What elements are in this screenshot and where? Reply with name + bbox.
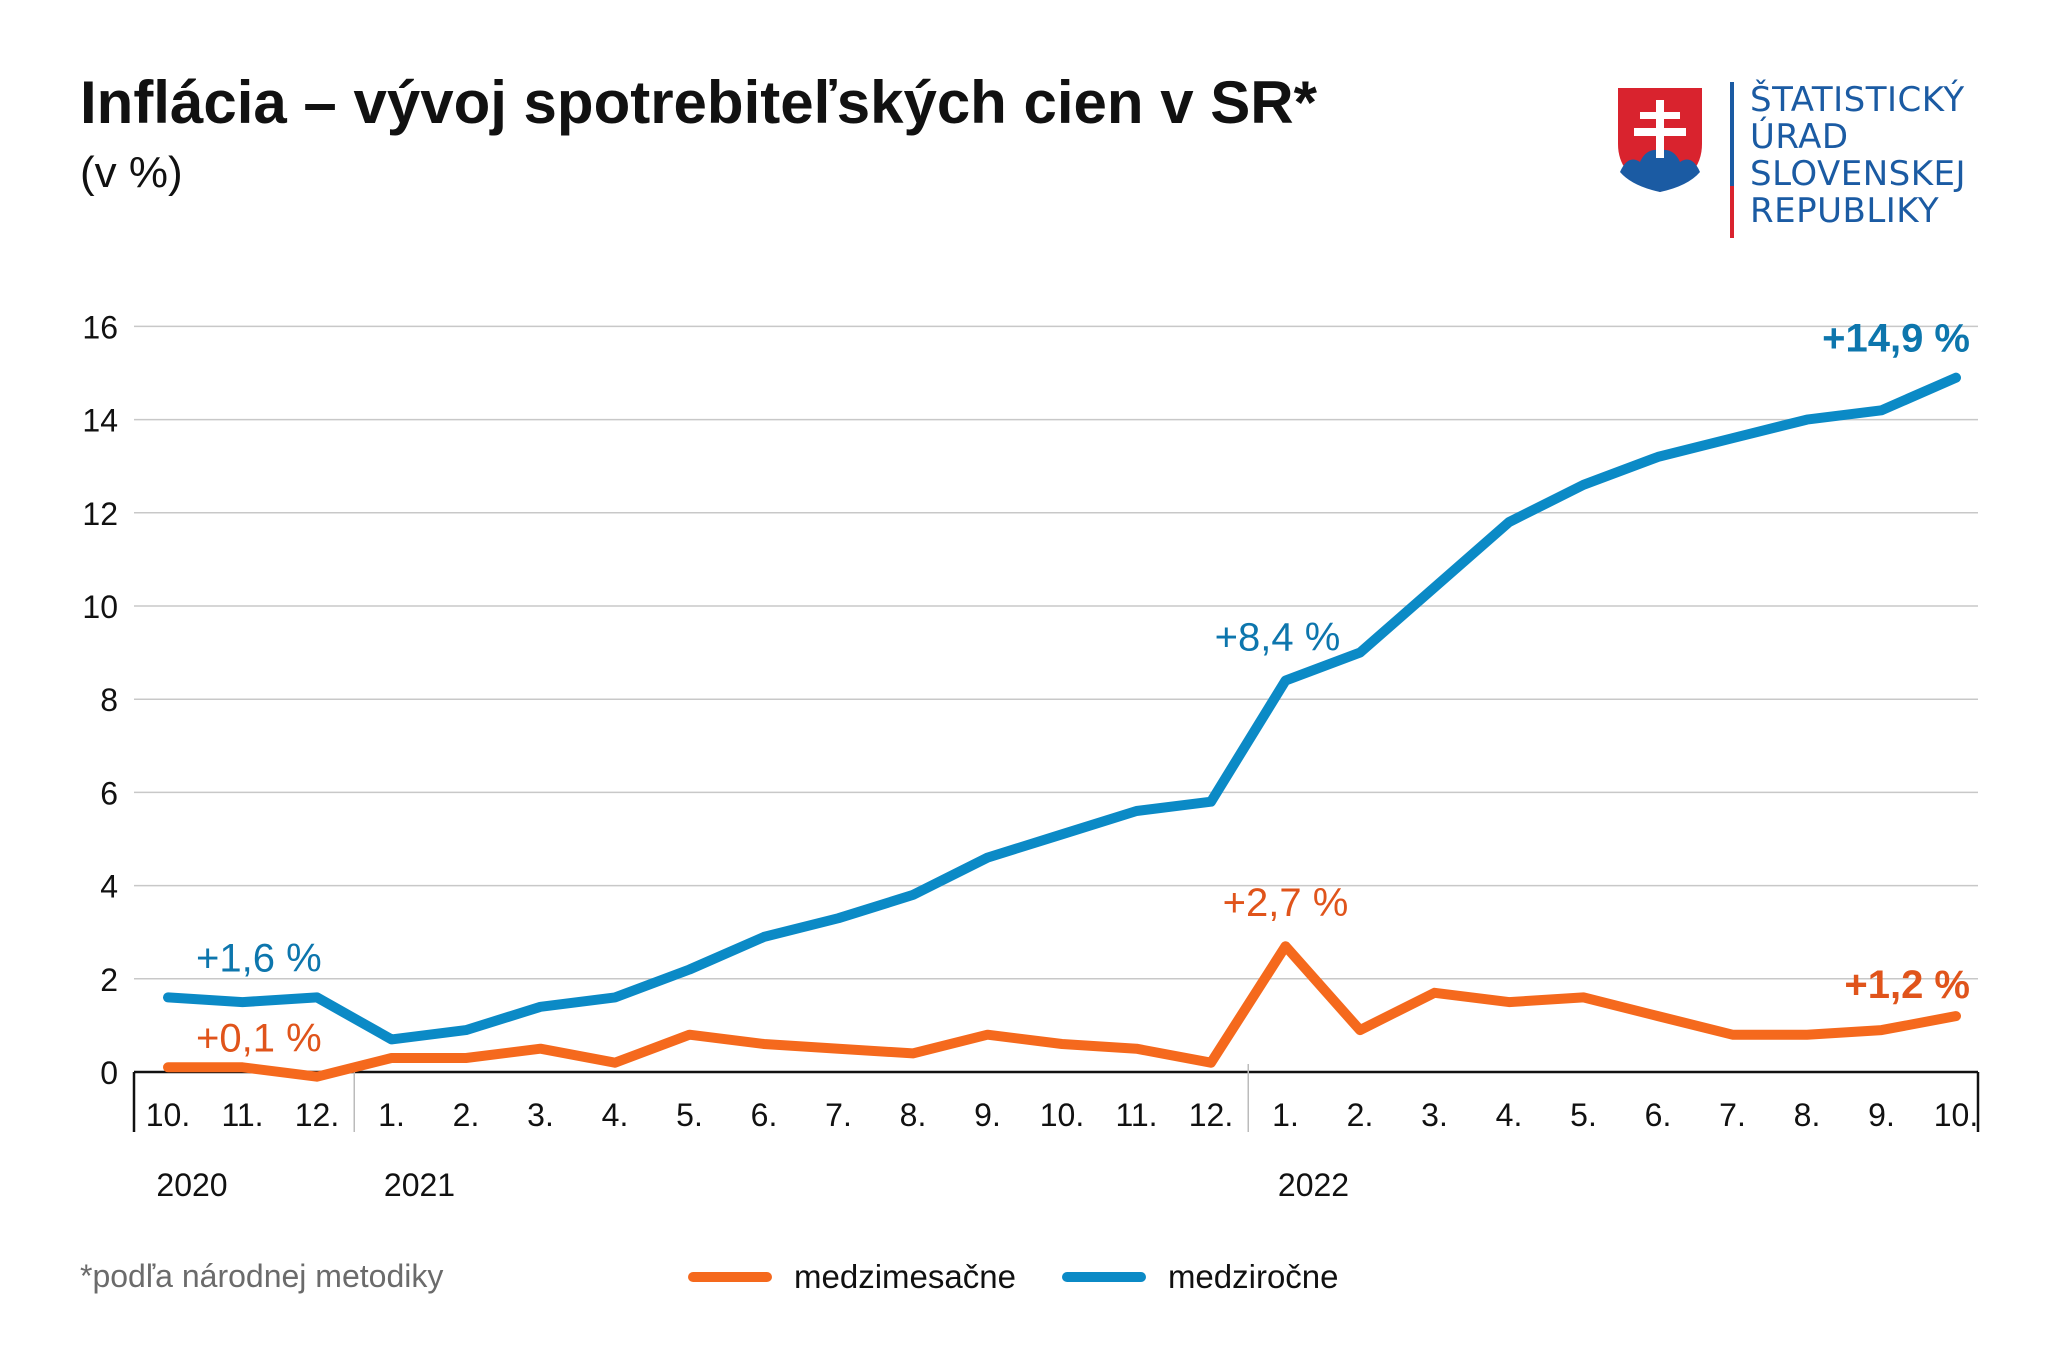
chart-title: Inflácia – vývoj spotrebiteľských cien v… xyxy=(80,69,1317,136)
x-tick-label: 10. xyxy=(146,1097,190,1133)
y-tick-label: 4 xyxy=(100,869,118,905)
y-tick-label: 8 xyxy=(100,682,118,718)
slovak-coat-of-arms-icon xyxy=(1618,88,1702,192)
y-tick-label: 0 xyxy=(100,1055,118,1091)
x-tick-label: 1. xyxy=(1272,1097,1299,1133)
logo-line: SLOVENSKEJ xyxy=(1750,154,1967,194)
chart-subtitle: (v %) xyxy=(80,148,183,197)
logo-line: ŠTATISTICKÝ xyxy=(1750,80,1965,120)
x-tick-label: 12. xyxy=(1189,1097,1233,1133)
y-tick-label: 2 xyxy=(100,962,118,998)
y-tick-label: 12 xyxy=(82,496,118,532)
y-tick-label: 16 xyxy=(82,309,118,345)
x-tick-label: 8. xyxy=(900,1097,927,1133)
legend-swatch-medzimesacne xyxy=(688,1272,772,1282)
data-label: +0,1 % xyxy=(196,1016,322,1060)
year-label: 2021 xyxy=(384,1167,455,1203)
legend-item-medzirocne: medziročne xyxy=(1061,1258,1339,1296)
x-tick-label: 5. xyxy=(1570,1097,1597,1133)
x-tick-label: 9. xyxy=(1868,1097,1895,1133)
x-tick-label: 8. xyxy=(1794,1097,1821,1133)
series-line-medzimesacne xyxy=(163,941,1961,1082)
series-line-medzirocne xyxy=(163,372,1961,1045)
data-label: +14,9 % xyxy=(1822,317,1970,361)
year-label: 2020 xyxy=(156,1167,227,1203)
x-tick-label: 5. xyxy=(676,1097,703,1133)
data-label: +8,4 % xyxy=(1215,616,1341,660)
legend-label-medzimesacne: medzimesačne xyxy=(794,1258,1016,1295)
legend-swatch-medzirocne xyxy=(1061,1272,1146,1282)
x-tick-label: 10. xyxy=(1040,1097,1084,1133)
y-tick-label: 14 xyxy=(82,403,118,439)
x-tick-label: 4. xyxy=(1496,1097,1523,1133)
x-tick-label: 3. xyxy=(1421,1097,1448,1133)
logo-text: ŠTATISTICKÝ ÚRAD SLOVENSKEJ REPUBLIKY xyxy=(1750,82,1966,230)
x-tick-label: 4. xyxy=(602,1097,629,1133)
data-label: +1,6 % xyxy=(196,936,322,980)
statistical-office-logo: ŠTATISTICKÝ ÚRAD SLOVENSKEJ REPUBLIKY xyxy=(1616,82,1996,242)
x-tick-label: 6. xyxy=(1645,1097,1672,1133)
logo-line: REPUBLIKY xyxy=(1750,191,1940,231)
legend-label-medzirocne: medziročne xyxy=(1167,1258,1339,1295)
x-tick-label: 7. xyxy=(825,1097,852,1133)
logo-line: ÚRAD xyxy=(1750,117,1849,157)
data-label: +1,2 % xyxy=(1844,963,1970,1007)
x-tick-label: 11. xyxy=(1115,1097,1157,1133)
logo-divider xyxy=(1730,82,1734,238)
year-label: 2022 xyxy=(1278,1167,1349,1203)
x-tick-label: 2. xyxy=(1347,1097,1374,1133)
x-tick-label: 9. xyxy=(974,1097,1001,1133)
x-tick-label: 3. xyxy=(527,1097,554,1133)
x-tick-label: 11. xyxy=(221,1097,263,1133)
x-tick-label: 6. xyxy=(751,1097,778,1133)
data-label: +2,7 % xyxy=(1223,881,1349,925)
inflation-line-chart: 0 2 4 6 8 10 12 14 16 10. 11. 12. 1. 2. 3. 4. 5. 6. 7. 8. 9.… xyxy=(82,309,1980,1203)
chart-legend: medzimesačne medziročne xyxy=(688,1258,1385,1296)
legend-item-medzimesacne: medzimesačne xyxy=(688,1258,1016,1296)
x-tick-label: 1. xyxy=(378,1097,405,1133)
footnote: *podľa národnej metodiky xyxy=(80,1258,444,1294)
y-tick-label: 6 xyxy=(100,775,118,811)
x-tick-label: 7. xyxy=(1719,1097,1746,1133)
x-tick-label: 10. xyxy=(1934,1097,1978,1133)
x-tick-label: 2. xyxy=(453,1097,480,1133)
x-tick-label: 12. xyxy=(295,1097,339,1133)
y-tick-label: 10 xyxy=(82,589,118,625)
